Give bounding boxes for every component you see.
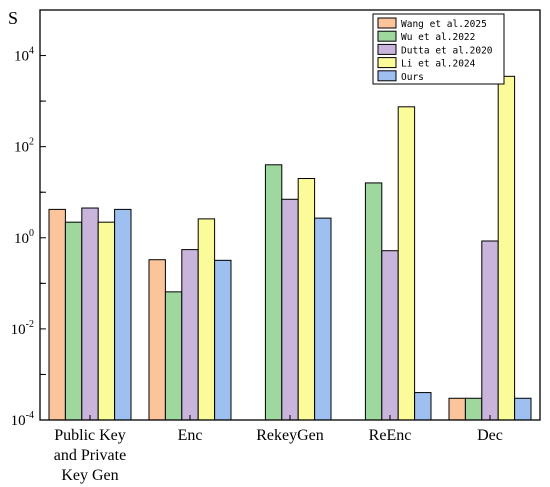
bar (264, 164, 283, 421)
bar (81, 207, 99, 421)
legend-swatch (377, 43, 397, 55)
legend-swatch (377, 30, 397, 42)
bar (314, 217, 332, 421)
bar (64, 221, 83, 421)
bar (181, 249, 199, 421)
category-label: Public Key and Private Key Gen (54, 427, 126, 484)
category-label: ReEnc (369, 427, 412, 444)
bar (97, 221, 116, 421)
bar (214, 259, 232, 421)
legend-label: Dutta et al.2020 (401, 45, 493, 56)
x-axis-labels: Public Key and Private Key Gen Enc RekeyGen R… (54, 415, 503, 484)
bar (497, 75, 516, 421)
y-tick-label: 10-4 (11, 410, 34, 429)
bar (197, 218, 216, 421)
bar (381, 250, 399, 421)
y-axis-ticks: 10-4 10-2 100 102 104 (11, 9, 46, 429)
legend-swatch (377, 17, 397, 29)
category-label: Dec (477, 427, 503, 444)
bar (481, 240, 499, 421)
y-tick-label: 104 (14, 46, 34, 65)
bar (114, 208, 132, 421)
legend-label: Wang et al.2025 (401, 19, 487, 30)
plot-frame (39, 9, 541, 421)
bar (164, 291, 183, 421)
bar (464, 397, 483, 421)
bar (48, 208, 66, 421)
bar (297, 178, 316, 421)
bar (364, 182, 383, 421)
legend-label: Ours (401, 72, 424, 83)
bar (414, 392, 432, 421)
bar (281, 198, 299, 421)
bar (448, 397, 466, 421)
category-label: RekeyGen (256, 427, 324, 444)
bar (397, 106, 416, 421)
y-tick-label: 102 (14, 137, 34, 156)
y-tick-label: 100 (14, 228, 34, 247)
legend-label: Li et al.2024 (401, 59, 476, 70)
bar (514, 397, 532, 421)
y-tick-label: 10-2 (11, 319, 34, 338)
y-axis-label: S (8, 8, 18, 28)
legend: Wang et al.2025 Wu et al.2022 Dutta et al.… (372, 13, 505, 85)
legend-swatch (377, 70, 397, 82)
bars-group (48, 75, 532, 421)
bar (148, 259, 166, 421)
legend-label: Wu et al.2022 (401, 32, 475, 43)
category-label: Enc (178, 427, 203, 444)
legend-swatch (377, 57, 397, 69)
